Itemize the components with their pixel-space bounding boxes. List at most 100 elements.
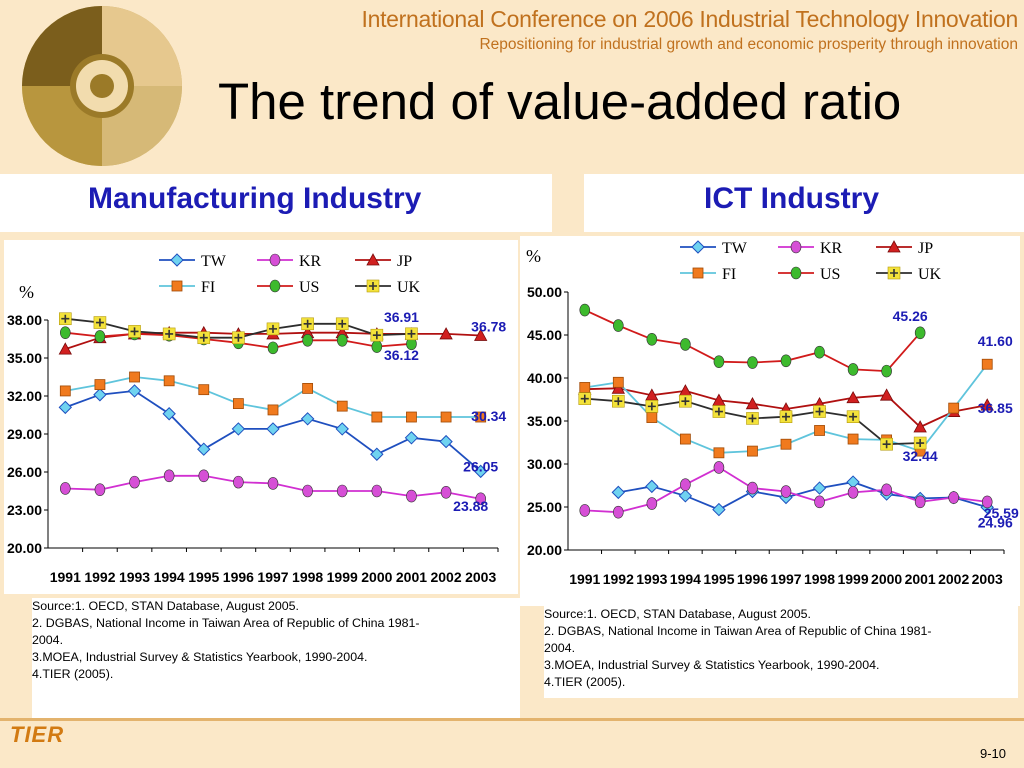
data-point-fi (232, 398, 244, 410)
x-tick-label: 1997 (257, 569, 288, 585)
legend-label: KR (299, 253, 322, 270)
ict-chart-panel: 20.00 25.00 30.00 35.00 40.00 45.00 50.00 1991 1… (520, 236, 1020, 606)
data-point-tw (127, 384, 142, 398)
data-point-fi (336, 400, 348, 412)
y-tick-label: 20.00 (527, 542, 562, 558)
data-point-us (60, 326, 71, 339)
page-number: 9-10 (980, 746, 1007, 761)
data-point-tw (439, 434, 453, 449)
footer-divider (0, 718, 1024, 721)
marker-plus (61, 314, 70, 323)
data-point-jp (611, 381, 625, 394)
legend-marker (170, 253, 184, 267)
marker-plus (714, 407, 723, 416)
legend-entry-kr: KR (778, 240, 843, 257)
marker-plus (338, 319, 347, 328)
legend-entry-uk: UK (876, 266, 942, 283)
data-point-kr (948, 491, 959, 504)
data-label: 36.78 (471, 318, 506, 334)
x-tick-label: 1996 (737, 571, 768, 587)
marker-plus (849, 412, 858, 421)
marker-plus (681, 397, 690, 406)
x-tick-label: 1992 (603, 571, 634, 587)
legend-entry-tw: TW (159, 253, 227, 270)
data-point-tw (645, 479, 659, 494)
data-point-fi (267, 404, 279, 416)
x-tick-label: 1995 (188, 569, 219, 585)
legend-label: US (820, 266, 840, 283)
y-tick-label: 20.00 (7, 540, 42, 556)
marker-plus (614, 397, 623, 406)
marker-plus (199, 333, 208, 342)
manufacturing-source-note: Source:1. OECD, STAN Database, August 20… (32, 598, 520, 720)
source-line: Source:1. OECD, STAN Database, August 20… (32, 599, 299, 613)
legend-marker (269, 253, 281, 267)
data-point-tw (58, 400, 73, 415)
data-point-kr (981, 495, 993, 509)
y-tick-label: 32.00 (7, 388, 42, 404)
data-point-fi (780, 438, 792, 450)
data-point-fi (713, 447, 725, 459)
data-point-kr (302, 484, 313, 498)
manufacturing-chart-panel: 20.00 23.00 26.00 29.00 32.00 35.00 38.00 1991 1… (4, 240, 518, 594)
data-point-uk (679, 394, 692, 408)
data-label: 26.05 (463, 458, 498, 474)
data-label: 24.96 (978, 514, 1013, 530)
conference-logo-icon (22, 6, 182, 166)
data-label: 25.59 (984, 505, 1019, 521)
legend-entry-us: US (257, 279, 319, 296)
data-label: 36.85 (978, 400, 1013, 416)
data-point-tw (404, 431, 419, 445)
y-tick-label: 50.00 (527, 284, 562, 300)
data-point-kr (336, 484, 348, 498)
data-point-tw (611, 485, 626, 500)
marker-plus (580, 394, 589, 403)
data-point-kr (680, 478, 691, 491)
data-point-uk (266, 322, 280, 336)
ict-source-note: Source:1. OECD, STAN Database, August 20… (544, 606, 1018, 698)
data-point-uk (197, 331, 211, 345)
series-us (579, 303, 926, 378)
conference-title: International Conference on 2006 Industr… (361, 6, 1019, 32)
x-tick-label: 1994 (670, 571, 701, 587)
data-point-us (847, 363, 859, 376)
data-point-tw (231, 422, 246, 436)
series-uk (59, 312, 418, 345)
source-line: 4.TIER (2005). (32, 667, 114, 681)
source-line: 3.MOEA, Industrial Survey & Statistics Y… (32, 650, 368, 664)
legend-entry-fi: FI (680, 266, 736, 283)
data-point-kr (233, 475, 244, 489)
marker-plus (916, 439, 925, 448)
data-point-kr (613, 505, 624, 519)
marker-plus (647, 402, 656, 411)
y-tick-label: 45.00 (527, 327, 562, 343)
data-point-tw (335, 422, 349, 436)
data-point-fi (302, 382, 314, 394)
manufacturing-industry-title: Manufacturing Industry (88, 182, 422, 215)
source-line: Source:1. OECD, STAN Database, August 20… (544, 607, 811, 621)
legend-label: JP (397, 253, 412, 270)
x-tick-label: 1993 (636, 571, 667, 587)
data-point-jp (678, 384, 693, 397)
marker-plus (165, 329, 174, 338)
y-tick-label: 30.00 (527, 456, 562, 472)
x-tick-label: 1998 (804, 571, 835, 587)
data-point-tw (197, 442, 211, 456)
data-label: 32.44 (903, 448, 938, 464)
data-point-fi (406, 411, 417, 423)
data-point-jp (879, 388, 894, 401)
source-line: 4.TIER (2005). (544, 675, 626, 689)
data-point-kr (646, 497, 658, 510)
data-point-kr (163, 469, 175, 483)
data-point-kr (406, 489, 417, 503)
marker-plus (748, 414, 757, 423)
data-point-tw (93, 388, 107, 402)
data-point-us (780, 354, 792, 368)
data-point-kr (881, 483, 892, 497)
legend-label: KR (820, 240, 843, 257)
data-point-us (680, 338, 691, 351)
data-point-kr (371, 484, 383, 498)
data-point-us (646, 333, 658, 346)
data-point-us (267, 341, 279, 355)
